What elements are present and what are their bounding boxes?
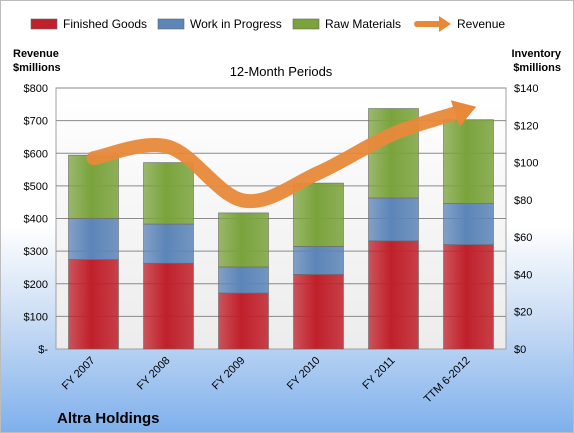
left-axis-title-line1: Revenue xyxy=(13,48,59,60)
bar-finished-goods xyxy=(293,274,344,350)
legend-label: Revenue xyxy=(457,17,505,31)
bar-raw-materials xyxy=(143,162,194,225)
bar-finished-goods xyxy=(143,262,194,350)
left-tick-label: $100 xyxy=(24,311,48,323)
legend-arrow-head xyxy=(439,16,451,32)
x-axis-ticks: FY 2007 FY 2008 FY 2009 FY 2010 FY 2011 TTM 6… xyxy=(60,355,473,406)
bar-finished-goods xyxy=(68,259,119,350)
right-axis-title-line2: $millions xyxy=(513,62,561,74)
revenue-line-path xyxy=(86,104,468,209)
company-name: Altra Holdings xyxy=(57,410,160,427)
bar-raw-materials xyxy=(443,119,494,204)
left-tick-label: $500 xyxy=(24,181,48,193)
left-axis-title-line2: $millions xyxy=(13,62,61,74)
legend-swatch xyxy=(30,18,58,30)
x-tick-label: FY 2009 xyxy=(210,355,248,393)
bar-work-in-progress xyxy=(293,246,344,275)
left-tick-label: $700 xyxy=(24,116,48,128)
bar-finished-goods xyxy=(368,240,419,350)
right-tick-label: $0 xyxy=(514,344,526,356)
left-axis-ticks: $- $100 $200 $300 $400 $500 $600 $700 $800 xyxy=(24,83,49,356)
right-tick-label: $20 xyxy=(514,307,532,319)
x-tick-label: FY 2011 xyxy=(360,355,397,392)
left-tick-label: $400 xyxy=(24,214,48,226)
bar-raw-materials xyxy=(293,182,344,247)
x-tick-label: FY 2010 xyxy=(285,355,323,393)
x-tick-label: FY 2008 xyxy=(135,355,173,393)
left-tick-label: $- xyxy=(38,344,48,356)
right-tick-label: $120 xyxy=(514,120,538,132)
left-tick-label: $800 xyxy=(24,83,48,95)
left-tick-label: $200 xyxy=(24,279,48,291)
chart-title: 12-Month Periods xyxy=(230,64,333,79)
bar-finished-goods xyxy=(218,292,269,350)
legend-label: Finished Goods xyxy=(63,17,147,31)
bar-raw-materials xyxy=(218,212,269,268)
legend-label: Work in Progress xyxy=(190,17,282,31)
legend-label: Raw Materials xyxy=(325,17,401,31)
bar-work-in-progress xyxy=(68,218,119,260)
left-tick-label: $300 xyxy=(24,246,48,258)
right-tick-label: $60 xyxy=(514,232,532,244)
revenue-line xyxy=(86,100,477,209)
right-tick-label: $80 xyxy=(514,195,532,207)
bar-work-in-progress xyxy=(218,266,269,294)
x-tick-label: TTM 6-2012 xyxy=(422,355,473,406)
legend-swatch xyxy=(292,18,320,30)
bar-work-in-progress xyxy=(443,203,494,245)
right-axis-title-line1: Inventory xyxy=(511,48,561,60)
revenue-arrow-head xyxy=(450,100,477,127)
right-tick-label: $40 xyxy=(514,269,532,281)
bar-raw-materials xyxy=(68,154,119,219)
legend-swatch xyxy=(157,18,185,30)
bar-finished-goods xyxy=(443,244,494,350)
bar-work-in-progress xyxy=(368,197,419,242)
x-tick-label: FY 2007 xyxy=(60,355,98,393)
right-axis-ticks: $0 $20 $40 $60 $80 $100 $120 $140 xyxy=(514,83,538,356)
bars xyxy=(68,108,494,350)
legend: Finished Goods Work in Progress Raw Materi… xyxy=(30,16,505,32)
left-tick-label: $600 xyxy=(24,148,48,160)
bar-work-in-progress xyxy=(143,223,194,264)
right-tick-label: $100 xyxy=(514,158,538,170)
right-tick-label: $140 xyxy=(514,83,538,95)
